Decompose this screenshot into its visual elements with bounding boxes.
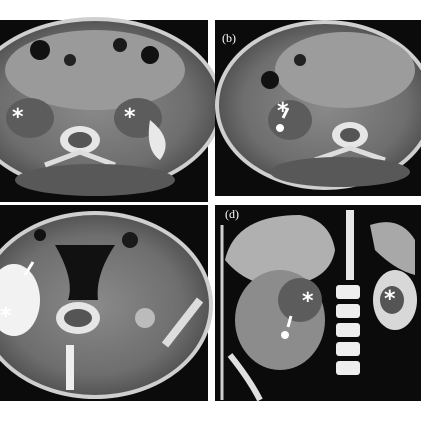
panel-c: [0, 205, 213, 401]
marker: *: [12, 105, 24, 130]
marker: *: [384, 287, 396, 312]
marker: *: [277, 99, 289, 124]
panel-label: (d): [225, 207, 239, 221]
marker: *: [302, 289, 314, 314]
marker: *: [0, 304, 12, 329]
panel-b: [215, 20, 421, 196]
marker: *: [124, 105, 136, 130]
panel-d: [215, 205, 421, 402]
panel-a: [0, 17, 223, 202]
panel-label: (b): [222, 31, 236, 45]
